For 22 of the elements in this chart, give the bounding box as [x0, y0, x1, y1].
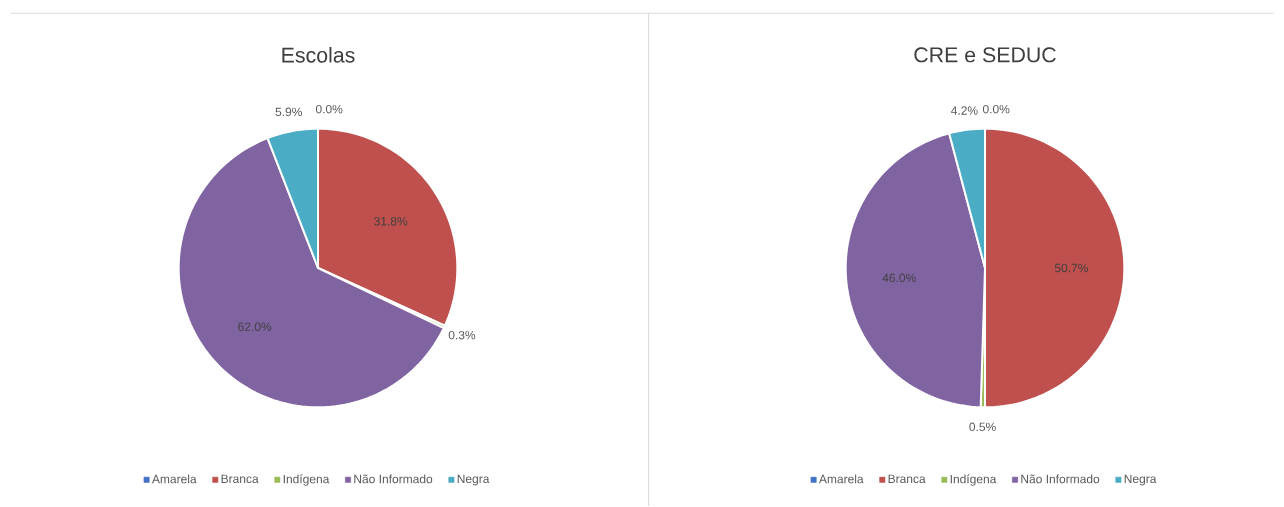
data-label: 62.0%	[238, 322, 272, 332]
legend-label: Branca	[888, 474, 926, 484]
data-label: 0.5%	[969, 422, 996, 432]
data-label: 31.8%	[374, 217, 408, 226]
legend-label: Não Informado	[354, 474, 433, 484]
text: 0.0%	[982, 105, 1010, 114]
data-label: 5.9%	[275, 107, 302, 117]
legend-label: Indígena	[283, 474, 330, 486]
chart-title: CRE e SEDUC	[914, 47, 1056, 63]
data-label: 0.3%	[448, 331, 476, 340]
legend-label: Negra	[457, 474, 490, 486]
legend-label: Negra	[1124, 474, 1157, 486]
data-label: 46.0%	[882, 273, 916, 283]
data-label: 4.2%	[951, 106, 978, 115]
data-label: 50.7%	[1054, 263, 1088, 273]
chart-title: Escolas	[282, 47, 355, 63]
legend-label: Não Informado	[1021, 474, 1100, 484]
text: 0.0%	[315, 105, 343, 114]
legend-label: Branca	[221, 474, 259, 484]
legend-label: Amarela	[151, 474, 197, 484]
legend-label: Amarela	[818, 474, 864, 484]
legend-label: Indígena	[950, 474, 997, 486]
